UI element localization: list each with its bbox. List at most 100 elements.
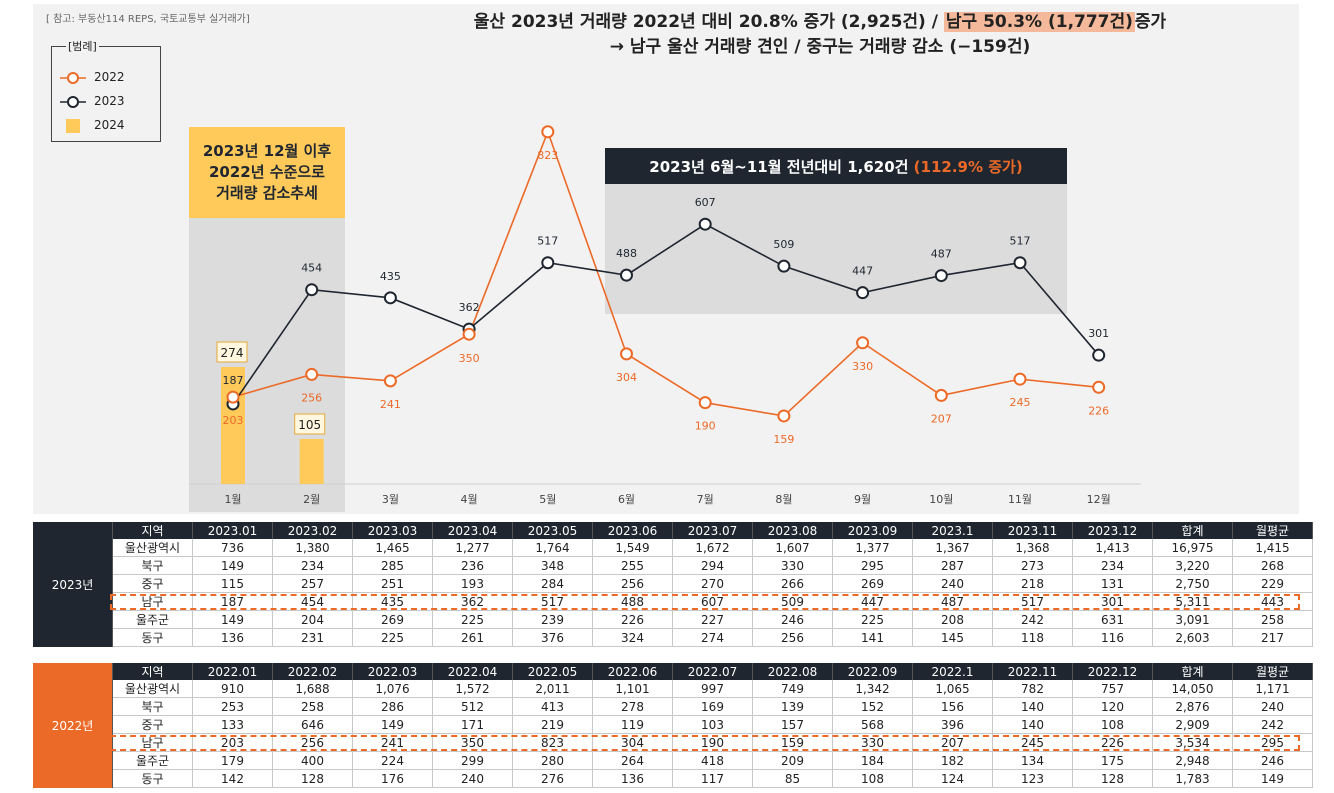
- table-cell: 1,101: [592, 680, 673, 698]
- table-cell: 242: [1232, 715, 1313, 734]
- table-cell: 304: [592, 733, 673, 752]
- point-2022-6월: [620, 347, 633, 361]
- x-tick-label-1월: 1월: [224, 493, 241, 506]
- table-cell: 295: [832, 556, 913, 575]
- table-cell: 227: [672, 610, 753, 629]
- data-label-2023-12월: 301: [1088, 327, 1109, 340]
- table-header-cell: 2022.07: [672, 663, 753, 680]
- table-region-cell: 울주군: [112, 610, 193, 629]
- legend-item-2022: 2022: [60, 70, 125, 84]
- table-cell: 823: [512, 733, 593, 752]
- table-cell: 236: [432, 556, 513, 575]
- table-cell: 169: [672, 697, 753, 716]
- data-label-2023-7월: 607: [695, 196, 716, 209]
- callout-right-box: [605, 148, 1067, 184]
- shade-right: [605, 182, 1067, 314]
- table-row: 북구 149 234 285 236 348 255 294 330 295 287 273 234 3,…: [33, 556, 1313, 575]
- bar-2024-label-2월: 105: [298, 418, 321, 432]
- table-cell: 149: [192, 556, 273, 575]
- table-region-cell: 울주군: [112, 751, 193, 770]
- table-year-label: 2022년: [33, 663, 113, 788]
- table-cell: 269: [832, 574, 913, 593]
- table-cell: 171: [432, 715, 513, 734]
- table-cell: 136: [192, 628, 273, 647]
- point-2023-7월: [698, 217, 712, 231]
- table-cell: 447: [832, 592, 913, 611]
- table-cell: 400: [272, 751, 353, 770]
- table-cell: 1,171: [1232, 680, 1313, 698]
- table-region-cell: 울산광역시: [112, 680, 193, 698]
- table-cell: 225: [432, 610, 513, 629]
- table-cell: 209: [752, 751, 833, 770]
- table-cell: 631: [1072, 610, 1153, 629]
- table-cell: 1,368: [992, 539, 1073, 557]
- table-header-cell: 2022.05: [512, 663, 593, 680]
- table-cell: 1,065: [912, 680, 993, 698]
- table-header-cell: 2023.01: [192, 522, 273, 539]
- x-tick-label-2월: 2월: [303, 493, 320, 506]
- table-cell: 269: [352, 610, 433, 629]
- table-header-cell: 2023.05: [512, 522, 593, 539]
- table-cell: 241: [352, 733, 433, 752]
- legend-2024-label: 2024: [94, 118, 125, 132]
- data-label-2022-1월: 203: [223, 414, 244, 427]
- point-2022-4월: [462, 327, 476, 341]
- table-cell: 240: [912, 574, 993, 593]
- callout-left-line-1: 2023년 12월 이후: [203, 142, 331, 160]
- table-cell: 264: [592, 751, 673, 770]
- table-region-cell: 남구: [112, 592, 193, 611]
- x-tick-label-4월: 4월: [461, 493, 478, 506]
- table-cell: 123: [992, 769, 1073, 788]
- table-header-cell: 합계: [1152, 522, 1233, 539]
- series-line-2022: [232, 129, 1099, 417]
- table-region-cell: 중구: [112, 715, 193, 734]
- table-cell: 270: [672, 574, 753, 593]
- table-cell: 246: [1232, 751, 1313, 770]
- table-cell: 128: [1072, 769, 1153, 788]
- table-cell: 301: [1072, 592, 1153, 611]
- table-header-row: 2022년 지역 2022.01 2022.02 2022.03 2022.04 2022.…: [33, 663, 1313, 788]
- table-header-cell: 월평균: [1232, 522, 1313, 539]
- point-2022-10월: [934, 388, 948, 402]
- table-header-cell: 2022.12: [1072, 663, 1153, 680]
- point-2022-5월: [541, 125, 555, 139]
- x-tick-label-6월: 6월: [618, 493, 635, 506]
- table-cell: 128: [272, 769, 353, 788]
- data-label-2022-3월: 241: [380, 398, 401, 411]
- point-2023-6월: [620, 268, 633, 282]
- table-cell: 120: [1072, 697, 1153, 716]
- table-header-cell: 2022.02: [272, 663, 353, 680]
- table-cell: 348: [512, 556, 593, 575]
- callout-right-text: 2023년 6월~11월 전년대비 1,620건 (112.9% 증가): [649, 158, 1022, 176]
- table-cell: 245: [992, 733, 1073, 752]
- point-2022-8월: [777, 409, 791, 423]
- table-cell: 176: [352, 769, 433, 788]
- table-region-cell: 남구: [112, 733, 193, 752]
- data-label-2023-4월: 362: [459, 301, 480, 314]
- table-cell: 85: [752, 769, 833, 788]
- callout-right-highlight: (112.9% 증가): [914, 158, 1023, 176]
- legend-2023-label: 2023: [94, 94, 125, 108]
- table-cell: 607: [672, 592, 753, 611]
- table-cell: 273: [992, 556, 1073, 575]
- table-row: 동구 142 128 176 240 276 136 117 85 108 124 123 128 1,7…: [33, 769, 1313, 788]
- legend-item-2023: 2023: [60, 94, 125, 108]
- table-cell: 266: [752, 574, 833, 593]
- table-header-cell: 2022.09: [832, 663, 913, 680]
- table-cell: 149: [352, 715, 433, 734]
- table-cell: 242: [992, 610, 1073, 629]
- table-cell: 204: [272, 610, 353, 629]
- table-cell: 1,377: [832, 539, 913, 557]
- legend-2023-marker-icon: [60, 95, 86, 108]
- table-cell: 324: [592, 628, 673, 647]
- table-cell: 1,672: [672, 539, 753, 557]
- point-2023-9월: [856, 286, 870, 300]
- table-cell: 285: [352, 556, 433, 575]
- table-cell: 1,076: [352, 680, 433, 698]
- table-cell: 454: [272, 592, 353, 611]
- table-cell: 1,549: [592, 539, 673, 557]
- table-cell: 487: [912, 592, 993, 611]
- table-cell: 253: [192, 697, 273, 716]
- table-cell: 139: [752, 697, 833, 716]
- table-cell: 157: [752, 715, 833, 734]
